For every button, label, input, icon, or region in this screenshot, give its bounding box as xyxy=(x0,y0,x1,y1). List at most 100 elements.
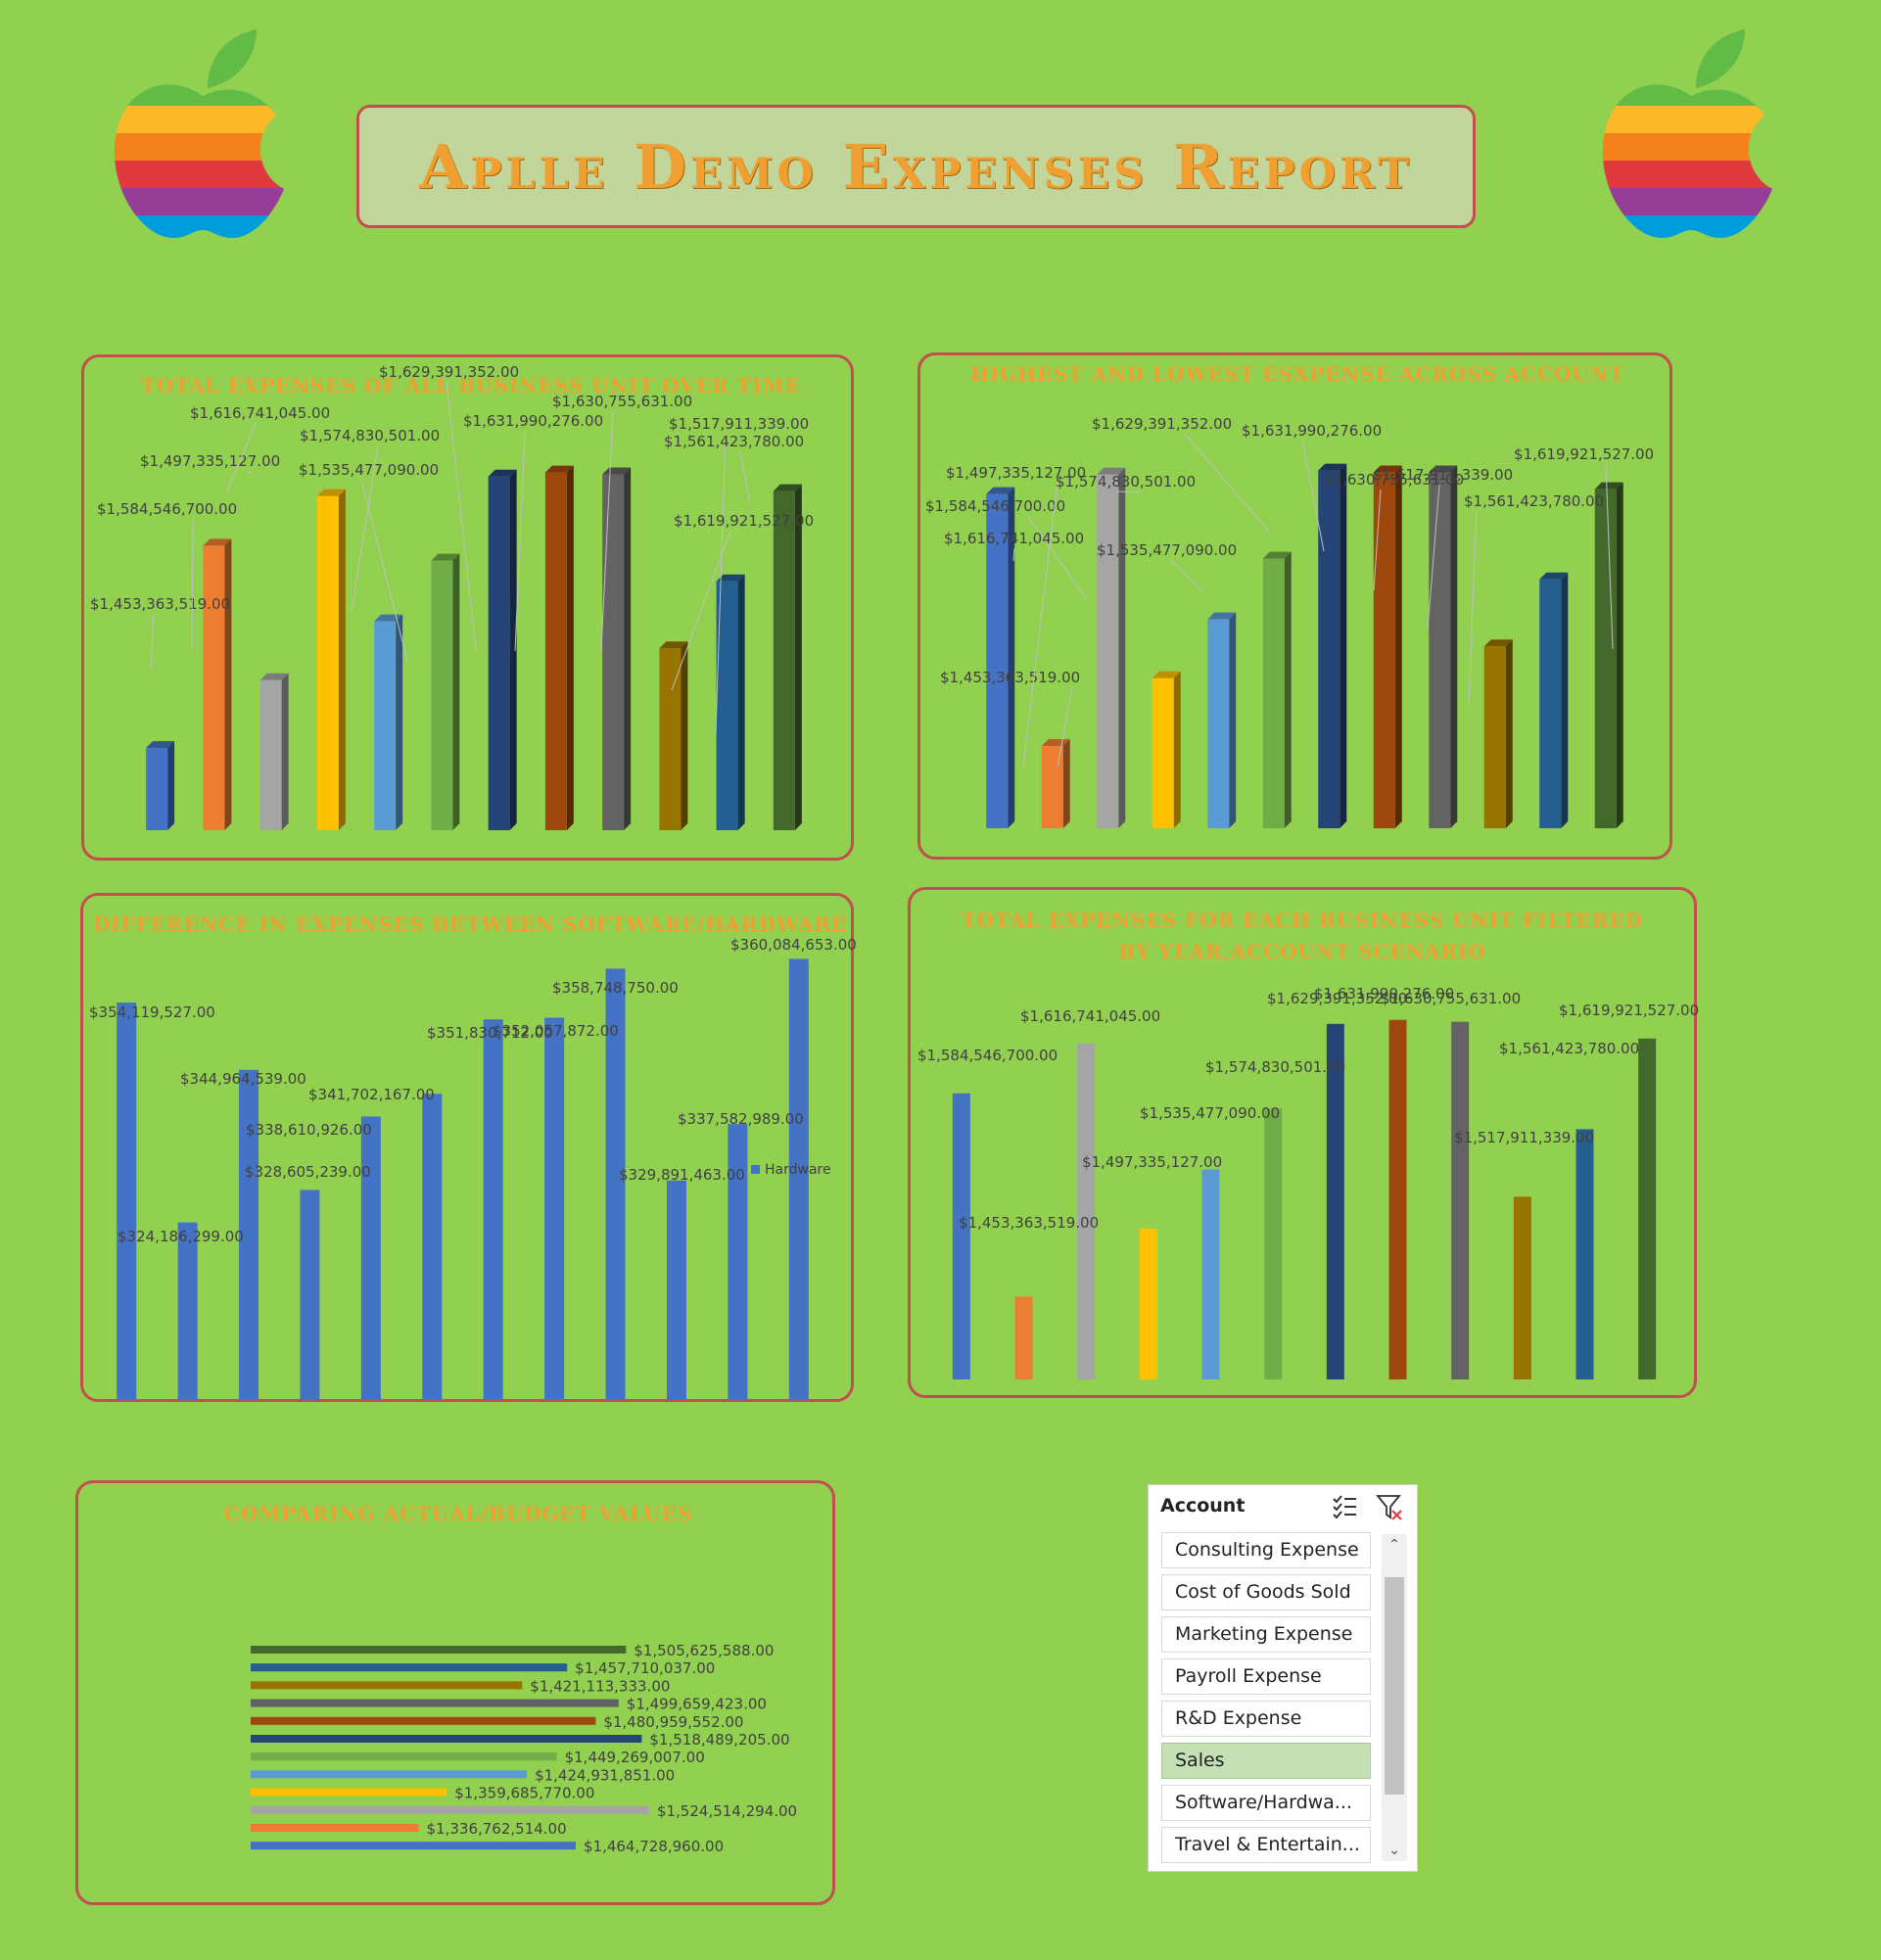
bar xyxy=(1262,551,1292,828)
bar xyxy=(251,1805,649,1814)
bar xyxy=(251,1770,528,1779)
chart-panel-3: DIFFERENCE IN EXPENSES BETWEEN SOFTWARE/… xyxy=(80,893,857,1402)
leader-line xyxy=(1057,686,1073,768)
bar xyxy=(1097,467,1126,828)
chart-highest-lowest: HIGHEST AND LOWEST ESXPENSE ACROSS ACCOU… xyxy=(925,362,1654,828)
bar xyxy=(1326,1023,1344,1379)
chart-title: TOTAL EXPENSES OF ALL BUSINESS UNIT OVER… xyxy=(141,374,801,397)
account-slicer[interactable]: Account ⌃ ⌄ Consulting Expense Cost of Go… xyxy=(1148,1484,1418,1872)
data-label: $1,574,830,501.00 xyxy=(300,427,440,444)
multi-select-icon[interactable] xyxy=(1331,1493,1358,1520)
leader-line xyxy=(1115,490,1144,493)
bar xyxy=(1429,465,1458,828)
bar xyxy=(1264,1108,1283,1379)
chart-actual-budget: COMPARING ACTUAL/BUDGET VALUES $1,505,625… xyxy=(224,1502,797,1855)
data-label: $351,830,712.00 xyxy=(427,1024,553,1042)
bar xyxy=(666,1180,686,1400)
chart-software-hardware: DIFFERENCE IN EXPENSES BETWEEN SOFTWARE/… xyxy=(89,912,857,1400)
chart-title: HIGHEST AND LOWEST ESXPENSE ACROSS ACCOU… xyxy=(970,362,1624,386)
bar xyxy=(203,538,232,830)
bar xyxy=(251,1681,523,1690)
leader-line xyxy=(514,430,526,652)
slicer-item[interactable]: Consulting Expense xyxy=(1161,1532,1371,1568)
bar xyxy=(251,1646,627,1654)
clear-filter-icon[interactable] xyxy=(1376,1493,1403,1520)
data-label: $1,505,625,588.00 xyxy=(634,1642,774,1659)
chart-business-unit-filtered: TOTAL EXPENSES FOR EACH BUSINESS UNIT FI… xyxy=(917,909,1699,1379)
slicer-item[interactable]: Cost of Goods Sold xyxy=(1161,1574,1371,1610)
bar xyxy=(300,1190,320,1400)
bar xyxy=(1575,1129,1594,1379)
data-label: $1,464,728,960.00 xyxy=(584,1838,724,1855)
slicer-item[interactable]: R&D Expense xyxy=(1161,1701,1371,1737)
data-label: $1,584,546,700.00 xyxy=(917,1047,1058,1064)
bar xyxy=(117,1003,137,1400)
leader-line xyxy=(446,381,477,652)
bar xyxy=(251,1735,642,1743)
legend-swatch xyxy=(751,1165,760,1174)
data-label: $1,535,477,090.00 xyxy=(299,461,439,479)
chart-title: DIFFERENCE IN EXPENSES BETWEEN SOFTWARE/… xyxy=(93,912,848,936)
leader-line xyxy=(1022,482,1058,768)
bar xyxy=(483,1019,503,1400)
data-label: $324,186,299.00 xyxy=(118,1228,244,1245)
bar xyxy=(1388,1019,1407,1379)
leader-line xyxy=(1427,484,1440,630)
scroll-thumb[interactable] xyxy=(1385,1577,1404,1795)
data-label: $1,584,546,700.00 xyxy=(97,500,237,518)
data-label: $328,605,239.00 xyxy=(245,1163,371,1181)
slicer-item[interactable]: Software/Hardwa... xyxy=(1161,1785,1371,1821)
data-label: $354,119,527.00 xyxy=(89,1003,215,1021)
slicer-item[interactable]: Marketing Expense xyxy=(1161,1616,1371,1653)
leader-line xyxy=(1301,440,1325,552)
slicer-item[interactable]: Travel & Entertain... xyxy=(1161,1827,1371,1863)
slicer-scrollbar[interactable]: ⌃ ⌄ xyxy=(1382,1534,1407,1861)
leader-line xyxy=(739,450,751,505)
bar xyxy=(605,968,626,1400)
bar xyxy=(431,553,460,830)
data-label: $1,497,335,127.00 xyxy=(140,452,280,470)
bar xyxy=(1373,465,1402,828)
bar xyxy=(728,1124,748,1400)
slicer-item[interactable]: Payroll Expense xyxy=(1161,1658,1371,1695)
apple-logo-left xyxy=(114,29,284,238)
bar xyxy=(360,1116,381,1400)
leader-line xyxy=(351,444,379,613)
scroll-up-icon[interactable]: ⌃ xyxy=(1388,1537,1400,1553)
bar xyxy=(788,958,809,1400)
bar xyxy=(251,1752,557,1761)
chart-title: BY YEAR,ACCOUNT SCENARIO xyxy=(1118,940,1486,963)
bar xyxy=(986,487,1015,828)
bar xyxy=(659,641,688,830)
data-label: $1,619,921,527.00 xyxy=(1559,1002,1699,1019)
data-label: $1,453,363,519.00 xyxy=(959,1214,1099,1232)
bar xyxy=(251,1699,619,1707)
data-label: $1,631,990,276.00 xyxy=(1242,422,1382,440)
data-label: $341,702,167.00 xyxy=(308,1086,435,1103)
bar xyxy=(1451,1021,1470,1379)
data-label: $344,964,539.00 xyxy=(180,1070,306,1088)
slicer-item[interactable]: Sales xyxy=(1161,1743,1371,1779)
data-label: $358,748,750.00 xyxy=(552,979,679,997)
data-label: $1,480,959,552.00 xyxy=(603,1713,743,1731)
leader-line xyxy=(245,470,252,474)
bar xyxy=(1638,1038,1657,1379)
data-label: $1,499,659,423.00 xyxy=(627,1696,767,1713)
data-label: $1,453,363,519.00 xyxy=(940,669,1080,686)
data-label: $1,616,741,045.00 xyxy=(944,530,1084,547)
data-label: $1,535,477,090.00 xyxy=(1097,541,1237,559)
bar xyxy=(1207,612,1237,828)
leader-line xyxy=(150,613,155,670)
leader-line xyxy=(225,422,257,495)
apple-logo-right xyxy=(1602,29,1772,238)
data-label: $1,629,391,352.00 xyxy=(1092,415,1232,433)
scroll-down-icon[interactable]: ⌄ xyxy=(1388,1843,1400,1858)
bar xyxy=(374,614,403,830)
chart-title: COMPARING ACTUAL/BUDGET VALUES xyxy=(224,1502,692,1525)
leader-line xyxy=(1169,559,1203,591)
bar xyxy=(146,740,175,830)
chart-panel-1: TOTAL EXPENSES OF ALL BUSINESS UNIT OVER… xyxy=(81,354,854,861)
bar xyxy=(251,1716,596,1725)
leader-line xyxy=(1468,510,1478,704)
data-label: $1,424,931,851.00 xyxy=(535,1766,675,1784)
